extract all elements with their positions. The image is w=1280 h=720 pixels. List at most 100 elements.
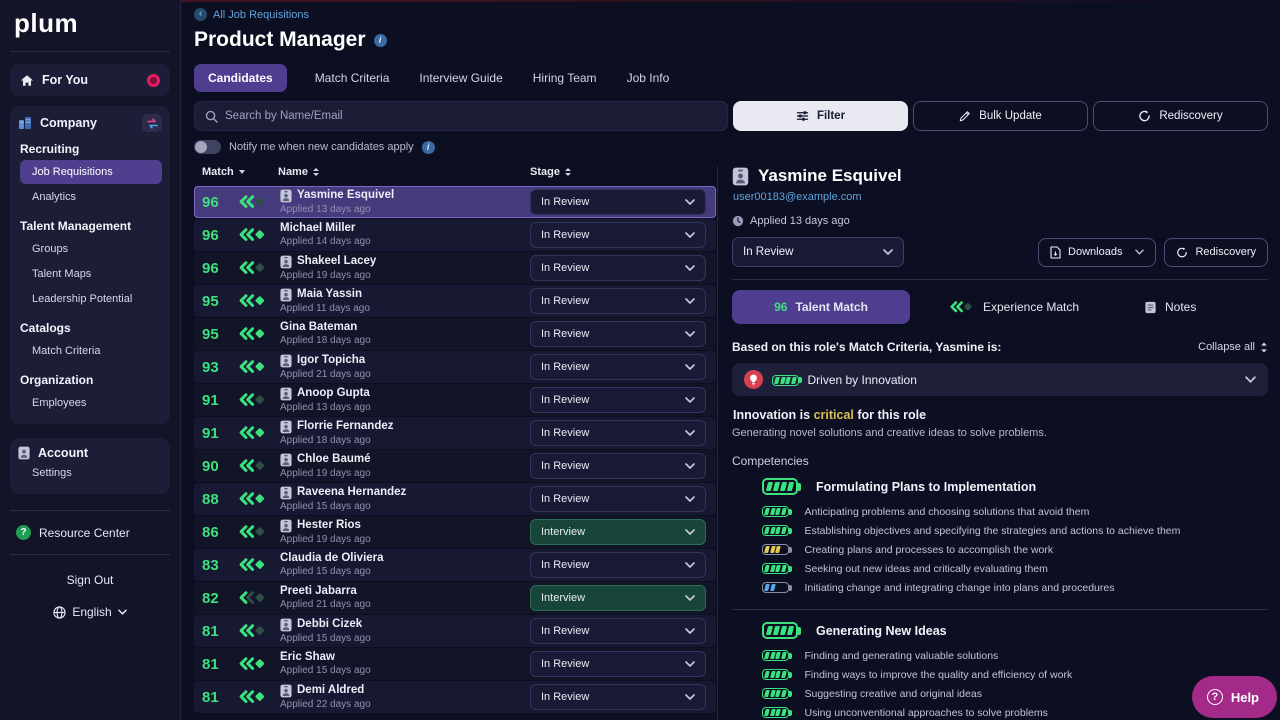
column-header-name[interactable]: Name (278, 166, 530, 178)
candidate-email-link[interactable]: user00183@example.com (733, 191, 862, 203)
table-row[interactable]: 90 Chloe Baumé Applied 19 days ago In Revi… (194, 450, 716, 482)
table-row[interactable]: 96 Yasmine Esquivel Applied 13 days ago In… (194, 186, 716, 218)
contact-card-icon (732, 167, 749, 186)
sidebar-item-leadership-potential[interactable]: Leadership Potential (32, 293, 133, 305)
resource-center-link[interactable]: ? Resource Center (0, 517, 180, 548)
candidate-name-text: Michael Miller (280, 222, 356, 234)
chevron-down-icon (685, 496, 695, 502)
filter-button[interactable]: Filter (733, 101, 908, 131)
notify-toggle[interactable] (194, 140, 221, 154)
table-row[interactable]: 81 Debbi Cizek Applied 15 days ago In Revi… (194, 615, 716, 647)
stage-dropdown[interactable]: In Review (530, 486, 706, 512)
battery-indicator (762, 687, 789, 700)
table-row[interactable]: 96 Michael Miller Applied 14 days ago In R… (194, 219, 716, 251)
stage-dropdown[interactable]: In Review (530, 189, 706, 215)
sort-desc-icon (238, 170, 245, 174)
stage-dropdown[interactable]: In Review (530, 618, 706, 644)
stage-value: In Review (541, 328, 590, 340)
table-row[interactable]: 91 Florrie Fernandez Applied 18 days ago I… (194, 417, 716, 449)
table-row[interactable]: 81 Demi Aldred Applied 22 days ago In Revi… (194, 681, 716, 713)
stage-dropdown[interactable]: In Review (530, 684, 706, 710)
breadcrumb[interactable]: ‹ All Job Requisitions (194, 8, 1268, 21)
candidate-cell: Gina Bateman Applied 18 days ago (280, 321, 530, 347)
stage-dropdown[interactable]: In Review (530, 651, 706, 677)
sidebar-item-analytics[interactable]: Analytics (32, 191, 77, 203)
table-rows: 96 Yasmine Esquivel Applied 13 days ago In… (194, 186, 716, 720)
language-selector[interactable]: English (0, 591, 180, 633)
table-row[interactable]: 95 Maia Yassin Applied 11 days ago In Revi… (194, 285, 716, 317)
rediscovery-button[interactable]: Rediscovery (1093, 101, 1268, 131)
tab-experience-match[interactable]: Experience Match (910, 300, 1118, 314)
tab-job-info[interactable]: Job Info (626, 71, 670, 85)
competency-header: Formulating Plans to Implementation (762, 478, 1268, 495)
info-icon[interactable]: i (421, 140, 435, 154)
criteria-accordion-driven-by-innovation[interactable]: Driven by Innovation (732, 363, 1268, 396)
stage-dropdown[interactable]: In Review (530, 288, 706, 314)
sidebar-item-employees[interactable]: Employees (32, 397, 87, 409)
stage-dropdown[interactable]: In Review (732, 237, 904, 267)
search-input[interactable] (225, 110, 717, 122)
table-row[interactable]: 95 Gina Bateman Applied 18 days ago In Rev… (194, 318, 716, 350)
tab-hiring-team[interactable]: Hiring Team (532, 71, 597, 85)
sidebar-item-for-you[interactable]: For You (10, 64, 170, 96)
table-row[interactable]: 91 Anoop Gupta Applied 13 days ago In Revi… (194, 384, 716, 416)
stage-dropdown[interactable]: In Review (530, 354, 706, 380)
question-circle-icon: ? (16, 525, 31, 540)
rediscovery-button[interactable]: Rediscovery (1164, 237, 1268, 267)
stage-dropdown[interactable]: In Review (530, 222, 706, 248)
stage-dropdown[interactable]: In Review (530, 255, 706, 281)
stage-dropdown[interactable]: In Review (530, 420, 706, 446)
stage-dropdown[interactable]: In Review (530, 552, 706, 578)
tab-interview-guide[interactable]: Interview Guide (419, 71, 503, 85)
match-criteria-heading: Based on this role's Match Criteria, Yas… (732, 340, 1002, 354)
table-row[interactable]: 96 Shakeel Lacey Applied 19 days ago In Re… (194, 252, 716, 284)
info-icon[interactable]: i (373, 33, 387, 47)
help-button[interactable]: ? Help (1191, 676, 1277, 718)
stage-dropdown[interactable]: In Review (530, 387, 706, 413)
stage-dropdown[interactable]: Interview (530, 519, 706, 545)
collapse-all-button[interactable]: Collapse all (1198, 341, 1268, 353)
sidebar-item-groups[interactable]: Groups (32, 243, 69, 255)
sidebar-item-talent-maps[interactable]: Talent Maps (32, 268, 92, 280)
contact-card-icon (280, 519, 292, 533)
company-row[interactable]: Company (18, 114, 162, 132)
downloads-button[interactable]: Downloads (1038, 237, 1157, 267)
tab-notes[interactable]: Notes (1118, 300, 1268, 314)
stage-dropdown[interactable]: In Review (530, 453, 706, 479)
column-header-match[interactable]: Match (202, 166, 278, 178)
table-row[interactable]: 83 Claudia de Oliviera Applied 15 days ag… (194, 549, 716, 581)
match-score: 82 (202, 589, 219, 607)
candidate-cell: Michael Miller Applied 14 days ago (280, 222, 530, 248)
table-row[interactable]: 86 Hester Rios Applied 19 days ago Intervi… (194, 516, 716, 548)
tab-candidates[interactable]: Candidates (194, 64, 287, 92)
chevron-down-icon (685, 331, 695, 337)
battery-indicator (762, 562, 789, 575)
competency-title: Formulating Plans to Implementation (816, 479, 1037, 494)
table-row[interactable]: 81 Eric Shaw Applied 15 days ago In Review (194, 648, 716, 680)
chevron-down-icon (685, 298, 695, 304)
stage-dropdown[interactable]: Interview (530, 585, 706, 611)
sidebar-item-settings[interactable]: Settings (32, 467, 72, 479)
contact-card-icon (280, 354, 292, 368)
battery-indicator (762, 524, 789, 537)
competency-item: Anticipating problems and choosing solut… (762, 502, 1268, 521)
account-row[interactable]: Account (18, 446, 162, 460)
table-row[interactable]: 82 Preeti Jabarra Applied 21 days ago Inte… (194, 582, 716, 614)
search-box[interactable] (194, 101, 728, 131)
column-header-stage[interactable]: Stage (530, 166, 716, 178)
sidebar-item-job-requisitions[interactable]: Job Requisitions (20, 160, 162, 184)
tab-talent-match[interactable]: 96 Talent Match (732, 290, 910, 324)
sidebar-item-match-criteria[interactable]: Match Criteria (32, 345, 101, 357)
stage-column-label: Stage (530, 166, 560, 178)
candidate-cell: Demi Aldred Applied 22 days ago (280, 684, 530, 711)
bulk-update-button[interactable]: Bulk Update (913, 101, 1088, 131)
table-row[interactable]: 88 Raveena Hernandez Applied 15 days ago I… (194, 483, 716, 515)
stage-dropdown[interactable]: In Review (530, 321, 706, 347)
candidate-name: Chloe Baumé (280, 453, 530, 467)
switch-company-icon[interactable] (142, 114, 162, 132)
sign-out-button[interactable]: Sign Out (66, 573, 114, 587)
candidate-name: Michael Miller (280, 222, 530, 235)
table-row[interactable]: 93 Igor Topicha Applied 21 days ago In Rev… (194, 351, 716, 383)
tab-match-criteria[interactable]: Match Criteria (314, 71, 390, 85)
battery-indicator (762, 505, 789, 518)
